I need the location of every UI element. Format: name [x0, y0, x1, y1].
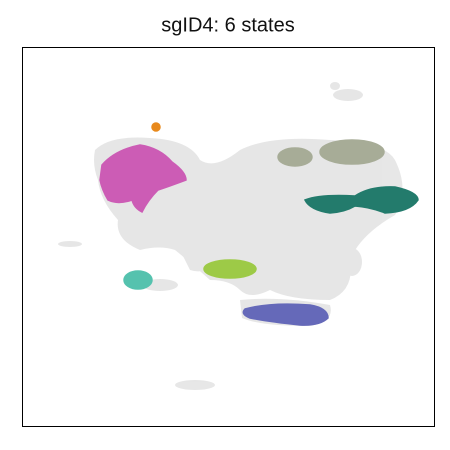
state-cluster: [203, 259, 257, 279]
cell-cloud: [342, 248, 362, 276]
state-cluster: [319, 139, 385, 165]
state-cluster: [123, 270, 153, 290]
state-clusters: [99, 122, 419, 326]
cell-cloud: [330, 82, 340, 90]
state-cluster: [151, 122, 161, 132]
state-cluster: [99, 144, 187, 214]
state-cluster: [242, 303, 329, 326]
state-cluster: [303, 186, 419, 214]
cell-cloud: [58, 241, 82, 247]
state-cluster: [277, 147, 313, 167]
cell-cloud: [175, 380, 215, 390]
cell-cloud: [333, 89, 363, 101]
chart-title: sgID4: 6 states: [161, 14, 294, 36]
